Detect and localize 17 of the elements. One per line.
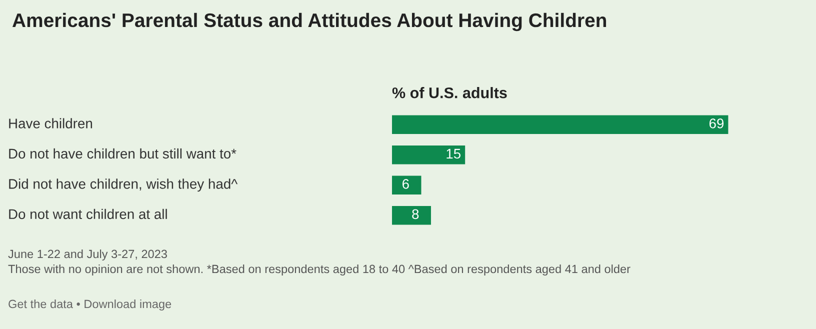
- data-label: 69: [709, 118, 724, 128]
- bar: [392, 115, 728, 134]
- chart-title: Americans' Parental Status and Attitudes About Having Children: [12, 12, 606, 32]
- bar: [392, 146, 466, 164]
- bar: [392, 206, 431, 225]
- x-axis-title: % of U.S. adults: [392, 87, 507, 98]
- data-label: 15: [446, 148, 461, 159]
- y-tick-label: Do not have children but still want to*: [9, 148, 236, 159]
- bar: [392, 176, 422, 194]
- text: Get the data • Download image: [8, 299, 172, 311]
- data-label: 6: [402, 179, 409, 189]
- y-tick-label: Do not want children at all: [9, 208, 167, 220]
- y-tick-label: Did not have children, wish they had^: [9, 178, 238, 192]
- y-tick-label: Have children: [9, 118, 92, 128]
- text: June 1-22 and July 3-27, 2023: [8, 249, 167, 261]
- text: Those with no opinion are not shown. *Based on respondents aged 18 to 40 ^Based on respondents aged 41 and older: [8, 264, 630, 276]
- data-label: 8: [412, 209, 419, 220]
